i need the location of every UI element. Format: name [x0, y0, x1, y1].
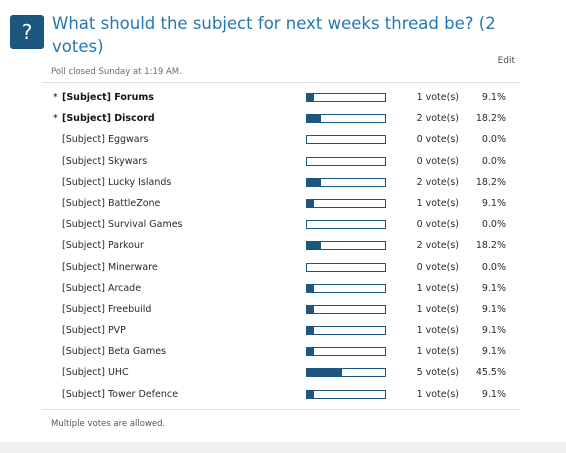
poll-vote-percent: 45.5% [475, 367, 506, 379]
poll-result-bar [306, 368, 386, 378]
poll-vote-percent: 9.1% [481, 388, 506, 400]
poll-result-bar-fill [307, 199, 315, 207]
poll-vote-count: 1 vote(s) [416, 197, 459, 209]
poll-option-label: [Subject] Skywars [62, 155, 148, 167]
poll-option-row: [Subject] Eggwars 0 vote(s) 0.0% [0, 129, 566, 150]
poll-option-row: [Subject] Skywars 0 vote(s) 0.0% [0, 151, 566, 172]
poll-result-bar [306, 177, 386, 187]
poll-status: Poll closed Sunday at 1:19 AM. [51, 67, 182, 77]
poll-option-label: [Subject] Beta Games [62, 346, 167, 358]
footer-divider [42, 409, 520, 410]
poll-result-bar [306, 241, 386, 251]
poll-vote-percent: 0.0% [481, 155, 506, 167]
poll-result-bar [306, 283, 386, 293]
poll-option-row: [Subject] Minerware 0 vote(s) 0.0% [0, 257, 566, 278]
poll-vote-count: 0 vote(s) [416, 219, 459, 231]
poll-result-bar [306, 262, 386, 272]
poll-option-row: [Subject] Lucky Islands 2 vote(s) 18.2% [0, 172, 566, 193]
poll-result-bar-fill [307, 94, 315, 101]
poll-option-row: [Subject] Survival Games 0 vote(s) 0.0% [0, 214, 566, 235]
poll-vote-percent: 18.2% [475, 113, 506, 125]
poll-vote-count: 1 vote(s) [416, 303, 459, 315]
poll-vote-percent: 9.1% [481, 92, 506, 103]
poll-result-bar [306, 220, 386, 230]
poll-option-row: [Subject] Parkour 2 vote(s) 18.2% [0, 235, 566, 256]
poll-vote-percent: 9.1% [481, 346, 506, 358]
poll-option-label: [Subject] Survival Games [62, 219, 183, 231]
poll-result-bar [306, 389, 386, 399]
poll-result-bar [306, 326, 386, 336]
poll-option-row: [Subject] Arcade 1 vote(s) 9.1% [0, 278, 566, 299]
poll-footer-note: Multiple votes are allowed. [51, 419, 166, 429]
poll-result-bar [306, 198, 386, 208]
question-mark-icon: ? [10, 15, 44, 49]
poll-vote-percent: 9.1% [481, 282, 506, 294]
voted-marker: * [53, 113, 58, 125]
poll-option-label: [Subject] UHC [62, 367, 129, 379]
poll-option-label: [Subject] Eggwars [62, 134, 149, 146]
poll-vote-count: 0 vote(s) [416, 155, 459, 167]
poll-vote-count: 1 vote(s) [416, 388, 459, 400]
poll-vote-count: 0 vote(s) [416, 261, 459, 273]
poll-title: What should the subject for next weeks t… [52, 14, 496, 56]
poll-vote-percent: 0.0% [481, 219, 506, 231]
poll-vote-percent: 18.2% [475, 176, 506, 188]
poll-option-row: * [Subject] Discord 2 vote(s) 18.2% [0, 108, 566, 129]
poll-vote-percent: 0.0% [481, 261, 506, 273]
poll-vote-count: 1 vote(s) [416, 346, 459, 358]
poll-result-bar-fill [307, 115, 322, 123]
poll-vote-percent: 9.1% [481, 325, 506, 337]
poll-vote-percent: 9.1% [481, 197, 506, 209]
poll-vote-count: 1 vote(s) [416, 282, 459, 294]
poll-vote-count: 2 vote(s) [416, 113, 459, 125]
poll-result-bar-fill [307, 390, 315, 398]
poll-vote-count: 1 vote(s) [416, 92, 459, 103]
poll-vote-count: 1 vote(s) [416, 325, 459, 337]
poll-option-row: * [Subject] Forums 1 vote(s) 9.1% [0, 87, 566, 108]
poll-result-bar [306, 156, 386, 166]
voted-marker: * [53, 92, 58, 103]
poll-option-row: [Subject] Tower Defence 1 vote(s) 9.1% [0, 384, 566, 405]
poll-option-label: [Subject] PVP [62, 325, 126, 337]
poll-result-bar-fill [307, 305, 315, 313]
poll-result-bar-fill [307, 369, 343, 377]
poll-vote-percent: 9.1% [481, 303, 506, 315]
poll-option-label: [Subject] Arcade [62, 282, 142, 294]
poll-option-label: [Subject] Minerware [62, 261, 158, 273]
edit-poll-link[interactable]: Edit [497, 56, 515, 66]
poll-result-bar-fill [307, 348, 315, 356]
poll-result-bar [306, 93, 386, 102]
poll-option-label: [Subject] Tower Defence [62, 388, 178, 400]
poll-vote-count: 5 vote(s) [416, 367, 459, 379]
poll-vote-count: 0 vote(s) [416, 134, 459, 146]
poll-option-label: [Subject] Parkour [62, 240, 144, 252]
poll-vote-count: 2 vote(s) [416, 240, 459, 252]
poll-result-bar-fill [307, 178, 322, 186]
poll-option-label: [Subject] Freebuild [62, 303, 152, 315]
poll-vote-count: 2 vote(s) [416, 176, 459, 188]
poll-option-row: [Subject] Beta Games 1 vote(s) 9.1% [0, 341, 566, 362]
header-divider [42, 82, 520, 83]
poll-option-row: [Subject] PVP 1 vote(s) 9.1% [0, 320, 566, 341]
poll-result-bar-fill [307, 284, 315, 292]
poll-option-label: [Subject] Discord [62, 113, 155, 125]
poll-option-label: [Subject] Forums [62, 92, 154, 103]
poll-option-label: [Subject] Lucky Islands [62, 176, 172, 188]
poll-option-row: [Subject] BattleZone 1 vote(s) 9.1% [0, 193, 566, 214]
poll-result-bar-fill [307, 242, 322, 250]
poll-option-label: [Subject] BattleZone [62, 197, 161, 209]
poll-vote-percent: 18.2% [475, 240, 506, 252]
poll-result-bar [306, 135, 386, 145]
poll-option-row: [Subject] UHC 5 vote(s) 45.5% [0, 362, 566, 383]
poll-result-bar [306, 347, 386, 357]
poll-result-bar [306, 304, 386, 314]
poll-vote-percent: 0.0% [481, 134, 506, 146]
poll-results-list: * [Subject] Forums 1 vote(s) 9.1% * [Subject]… [0, 87, 566, 405]
poll-result-bar-fill [307, 327, 315, 335]
poll-result-bar [306, 114, 386, 124]
poll-option-row: [Subject] Freebuild 1 vote(s) 9.1% [0, 299, 566, 320]
page-bottom-strip [0, 442, 566, 453]
